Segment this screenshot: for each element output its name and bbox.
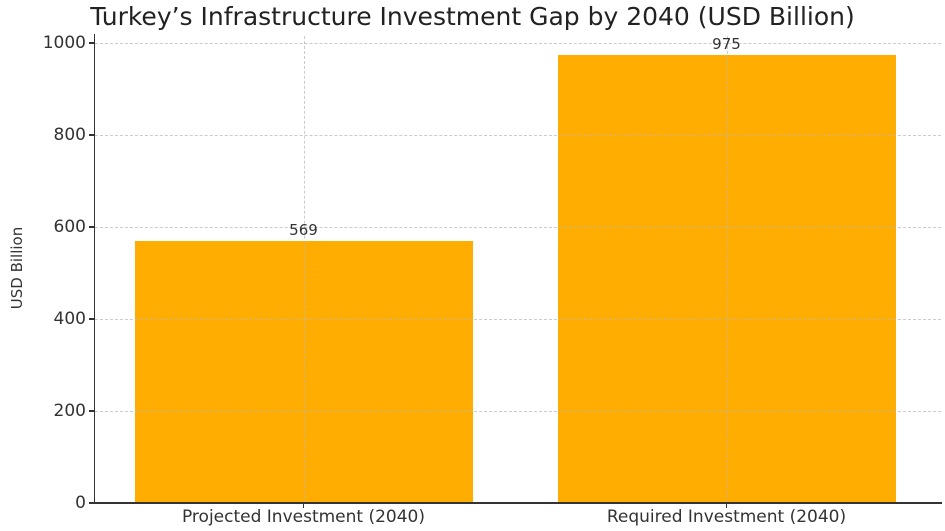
x-tick-mark-2 <box>725 503 728 508</box>
y-tick-label-400: 400 <box>53 309 86 329</box>
y-tick-mark-600 <box>88 226 95 228</box>
x-tick-label-1: Projected Investment (2040) <box>181 507 426 527</box>
y-tick-label-600: 600 <box>53 217 86 237</box>
y-tick-mark-800 <box>88 134 95 136</box>
x-axis-spine <box>93 501 942 504</box>
x-tick-mark-1 <box>302 503 305 508</box>
y-tick-mark-0 <box>88 502 95 504</box>
bar-1 <box>134 241 473 503</box>
y-tick-label-1000: 1000 <box>42 33 86 53</box>
bar-value-label-2: 975 <box>712 34 741 53</box>
bar-value-label-1: 569 <box>289 221 318 240</box>
h-gridline-1000 <box>95 43 941 44</box>
y-axis-label: USD Billion <box>8 226 26 310</box>
y-tick-label-800: 800 <box>53 125 86 145</box>
chart-title: Turkey’s Infrastructure Investment Gap b… <box>90 2 855 31</box>
y-axis-spine <box>93 34 96 503</box>
y-tick-label-0: 0 <box>75 493 86 513</box>
bar-2 <box>557 54 896 503</box>
x-tick-label-2: Required Investment (2040) <box>606 507 847 527</box>
y-tick-label-200: 200 <box>53 401 86 421</box>
y-tick-mark-400 <box>88 318 95 320</box>
y-tick-mark-200 <box>88 410 95 412</box>
y-tick-mark-1000 <box>88 42 95 44</box>
